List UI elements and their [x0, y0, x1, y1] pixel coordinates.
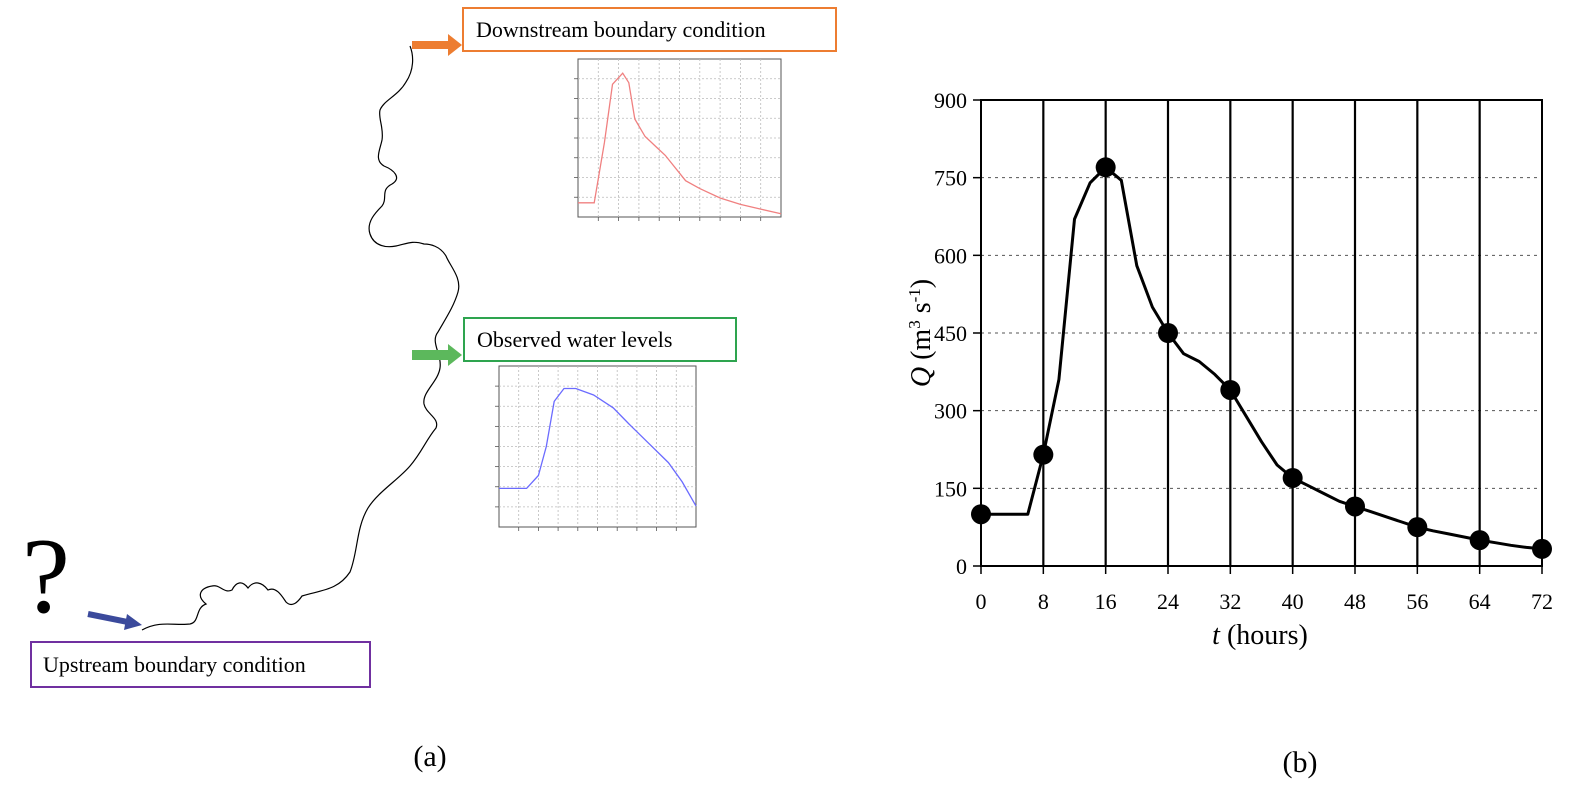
data-point-marker — [1345, 496, 1365, 517]
upstream-boundary-text: Upstream boundary condition — [43, 652, 306, 677]
data-point-marker — [1158, 323, 1178, 343]
x-tick-label: 56 — [1406, 589, 1428, 614]
data-point-marker — [1220, 379, 1241, 400]
river-trace — [141, 45, 460, 631]
x-tick-label: 0 — [976, 589, 987, 614]
x-tick-label: 40 — [1282, 589, 1304, 614]
x-tick-label: 48 — [1344, 589, 1366, 614]
observed-water-level-mini-chart — [495, 365, 697, 531]
panel-b-chart: 0 150 300 450 600 750 900 0 8 16 24 32 40 48 56 64 72 t… — [905, 88, 1553, 779]
y-tick-label: 450 — [934, 321, 967, 346]
y-axis: 0 150 300 450 600 750 900 — [934, 88, 981, 579]
panel-b-label: (b) — [1283, 746, 1318, 779]
downstream-boundary-label: Downstream boundary condition — [462, 7, 837, 52]
horizontal-gridlines — [981, 177, 1542, 489]
observed-water-levels-text: Observed water levels — [477, 327, 672, 352]
x-tick-label: 32 — [1219, 589, 1241, 614]
x-axis: 0 8 16 24 32 40 48 56 64 72 — [976, 566, 1553, 614]
x-tick-label: 8 — [1038, 589, 1049, 614]
upstream-boundary-label: Upstream boundary condition — [30, 641, 371, 688]
question-mark: ? — [22, 517, 70, 636]
observed-arrow-icon — [412, 344, 462, 366]
data-point-marker — [1532, 538, 1552, 559]
observed-water-levels-label: Observed water levels — [463, 317, 737, 362]
panel-a: ? Upstream boundary condition Downstream… — [22, 7, 837, 773]
vertical-lines — [1042, 100, 1481, 566]
y-tick-label: 0 — [956, 554, 967, 579]
x-tick-label: 64 — [1469, 589, 1491, 614]
y-tick-label: 150 — [934, 476, 967, 501]
y-axis-title: Q (m3 s-1) — [905, 279, 937, 387]
data-point-marker — [1033, 444, 1054, 465]
panel-a-label: (a) — [413, 740, 446, 773]
data-point-marker — [1095, 157, 1116, 178]
discharge-line — [981, 165, 1543, 551]
x-tick-label: 72 — [1531, 589, 1553, 614]
mini-chart-line — [499, 387, 697, 507]
y-tick-label: 300 — [934, 399, 967, 424]
data-point-marker — [1282, 467, 1303, 488]
downstream-hydrograph-mini-chart — [574, 58, 782, 221]
downstream-arrow-icon — [412, 34, 462, 56]
y-tick-label: 600 — [934, 243, 967, 268]
y-tick-label: 900 — [934, 88, 967, 113]
x-tick-label: 16 — [1095, 589, 1117, 614]
upstream-arrow-icon — [87, 611, 142, 630]
x-tick-label: 24 — [1157, 589, 1179, 614]
x-axis-title: t (hours) — [1212, 620, 1308, 651]
data-point-marker — [1469, 530, 1490, 551]
y-tick-label: 750 — [934, 166, 967, 191]
mini-chart-line — [578, 72, 782, 215]
downstream-boundary-text: Downstream boundary condition — [476, 17, 766, 42]
data-point-marker — [1407, 517, 1428, 538]
data-point-marker — [971, 504, 991, 525]
discharge-markers — [971, 157, 1552, 559]
